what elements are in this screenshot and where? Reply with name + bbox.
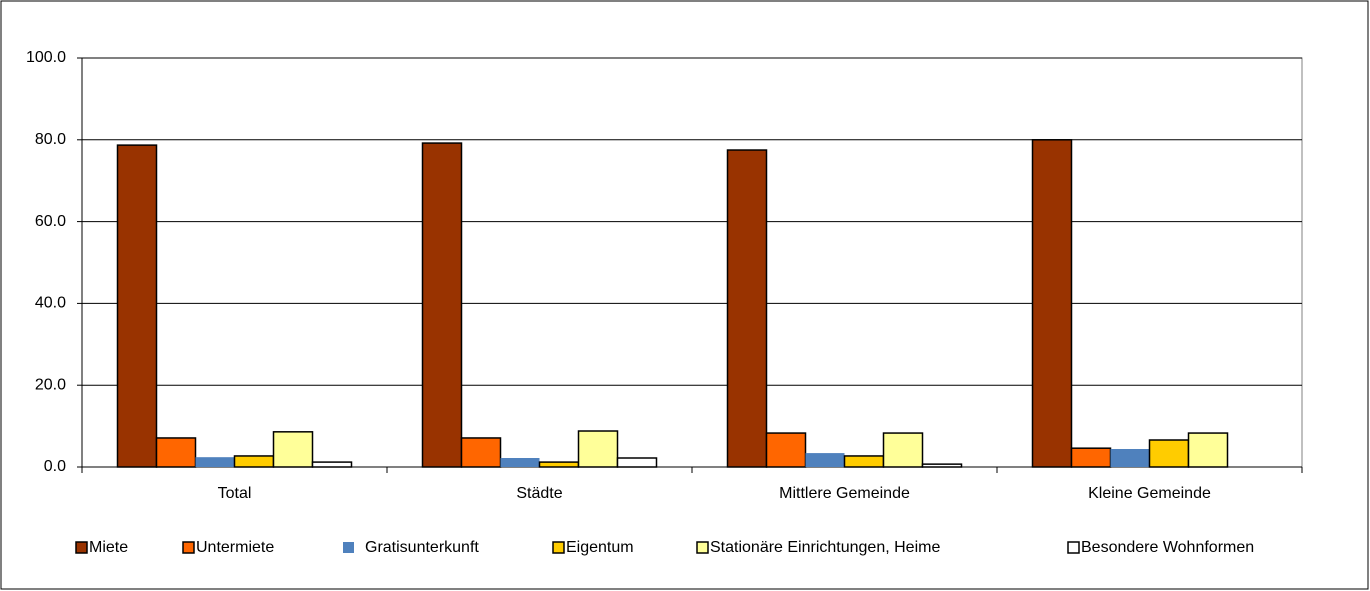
bar (116, 144, 158, 468)
bar (726, 149, 768, 468)
legend-swatch (182, 541, 195, 554)
legend-swatch (696, 541, 709, 554)
legend-swatch (75, 541, 88, 554)
legend-swatch (343, 542, 354, 553)
legend-label: Miete (89, 539, 128, 556)
bar (921, 463, 963, 468)
bar (500, 458, 540, 467)
bar (1110, 449, 1150, 467)
bar (882, 432, 924, 468)
y-tick-label: 40.0 (35, 295, 66, 312)
x-tick-label: Städte (516, 485, 562, 502)
y-tick-label: 60.0 (35, 213, 66, 230)
bar (272, 431, 314, 468)
legend-label: Stationäre Einrichtungen, Heime (710, 539, 940, 556)
bar (577, 430, 619, 468)
x-tick-label: Total (218, 485, 252, 502)
bar (1070, 447, 1112, 468)
bar (616, 457, 658, 468)
bar (765, 432, 807, 468)
bar (421, 142, 463, 468)
bar (843, 455, 885, 468)
bar (1187, 432, 1229, 468)
y-tick-label: 20.0 (35, 376, 66, 393)
bar (805, 453, 845, 467)
legend-label: Eigentum (566, 539, 634, 556)
bar (195, 457, 235, 467)
bar (538, 461, 580, 468)
y-tick-label: 100.0 (26, 49, 66, 66)
legend-label: Besondere Wohnformen (1081, 539, 1254, 556)
legend-label: Untermiete (196, 539, 274, 556)
bar (1148, 439, 1190, 468)
legend-label: Gratisunterkunft (365, 539, 479, 556)
bar (1031, 139, 1073, 468)
bar (460, 437, 502, 468)
legend-swatch (552, 541, 565, 554)
bar (233, 455, 275, 468)
y-tick-label: 80.0 (35, 131, 66, 148)
legend-swatch (1067, 541, 1080, 554)
x-tick-label: Mittlere Gemeinde (779, 485, 910, 502)
x-tick-label: Kleine Gemeinde (1088, 485, 1211, 502)
plot-area (81, 57, 1303, 468)
bar (155, 437, 197, 468)
bar (311, 461, 353, 468)
y-tick-label: 0.0 (44, 458, 66, 475)
